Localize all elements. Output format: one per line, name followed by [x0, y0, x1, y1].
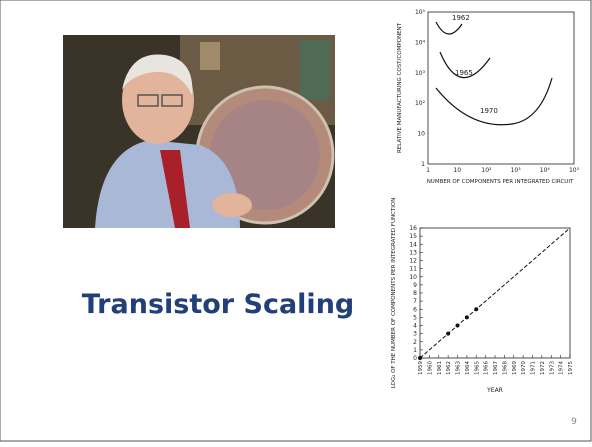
x-tick-label: 1969: [512, 361, 518, 375]
x-tick-label: 1967: [493, 361, 499, 375]
y-tick-label: 1: [421, 161, 425, 168]
x-tick-label: 1970: [521, 361, 527, 375]
y-tick-label: 10³: [415, 70, 426, 77]
x-tick-label: 10²: [481, 167, 492, 174]
slide: Transistor Scaling 9 1962 1965 1970 RELA…: [0, 0, 592, 442]
x-tick-label: 10⁵: [569, 167, 580, 174]
x-tick-label: 1973: [549, 361, 555, 375]
x-tick-label: 1975: [568, 361, 574, 375]
y-tick-label: 13: [409, 249, 417, 256]
curve-label: 1962: [452, 14, 470, 22]
data-point: [474, 307, 478, 311]
y-tick-label: 3: [413, 331, 417, 338]
x-tick-label: 1959: [418, 361, 424, 375]
x-tick-label: 1972: [540, 361, 546, 375]
curve-label: 1965: [455, 69, 473, 77]
x-tick-label: 1968: [502, 361, 508, 375]
x-tick-label: 1964: [465, 361, 471, 375]
x-tick-label: 1965: [474, 361, 480, 375]
data-point: [456, 324, 460, 328]
y-tick-label: 15: [409, 233, 417, 240]
page-number: 9: [571, 417, 577, 427]
y-tick-label: 1: [413, 347, 417, 354]
x-tick-label: 10⁴: [540, 167, 551, 174]
y-axis-label: LOG₂ OF THE NUMBER OF COMPONENTS PER INT…: [391, 198, 397, 389]
y-tick-label: 10: [417, 131, 425, 138]
slide-title: Transistor Scaling: [82, 289, 355, 320]
x-tick-label: 10: [453, 167, 461, 174]
data-point: [446, 332, 450, 336]
y-tick-label: 7: [413, 298, 417, 305]
y-tick-label: 5: [413, 314, 417, 321]
y-tick-label: 9: [413, 282, 417, 289]
y-tick-label: 0: [413, 355, 417, 362]
x-tick-label: 10³: [511, 167, 522, 174]
y-axis-label: RELATIVE MANUFACTURING COST/COMPONENT: [397, 22, 403, 153]
y-tick-label: 4: [413, 323, 417, 330]
y-tick-label: 10⁴: [415, 39, 426, 46]
y-tick-label: 6: [413, 306, 417, 313]
x-axis-label: NUMBER OF COMPONENTS PER INTEGRATED CIRC…: [427, 179, 574, 185]
y-tick-label: 8: [413, 290, 417, 297]
data-point: [418, 356, 422, 360]
x-tick-label: 1961: [437, 361, 443, 375]
y-tick-label: 10²: [415, 100, 426, 107]
y-tick-label: 12: [409, 258, 417, 265]
curve-label: 1970: [480, 107, 498, 115]
y-tick-label: 2: [413, 339, 417, 346]
data-point: [465, 315, 469, 319]
x-tick-label: 1962: [446, 361, 452, 375]
y-tick-label: 11: [409, 266, 417, 273]
x-tick-label: 1960: [427, 361, 433, 375]
x-axis-label: YEAR: [486, 387, 503, 394]
y-tick-label: 16: [409, 225, 417, 232]
x-tick-label: 1963: [456, 361, 462, 375]
y-tick-label: 10⁵: [415, 9, 426, 16]
photo: [63, 35, 335, 228]
y-tick-label: 10: [409, 274, 417, 281]
y-tick-label: 14: [409, 241, 417, 248]
x-tick-label: 1971: [531, 361, 537, 375]
x-tick-label: 1966: [484, 361, 490, 375]
x-tick-label: 1974: [559, 361, 565, 375]
x-tick-label: 1: [426, 167, 430, 174]
